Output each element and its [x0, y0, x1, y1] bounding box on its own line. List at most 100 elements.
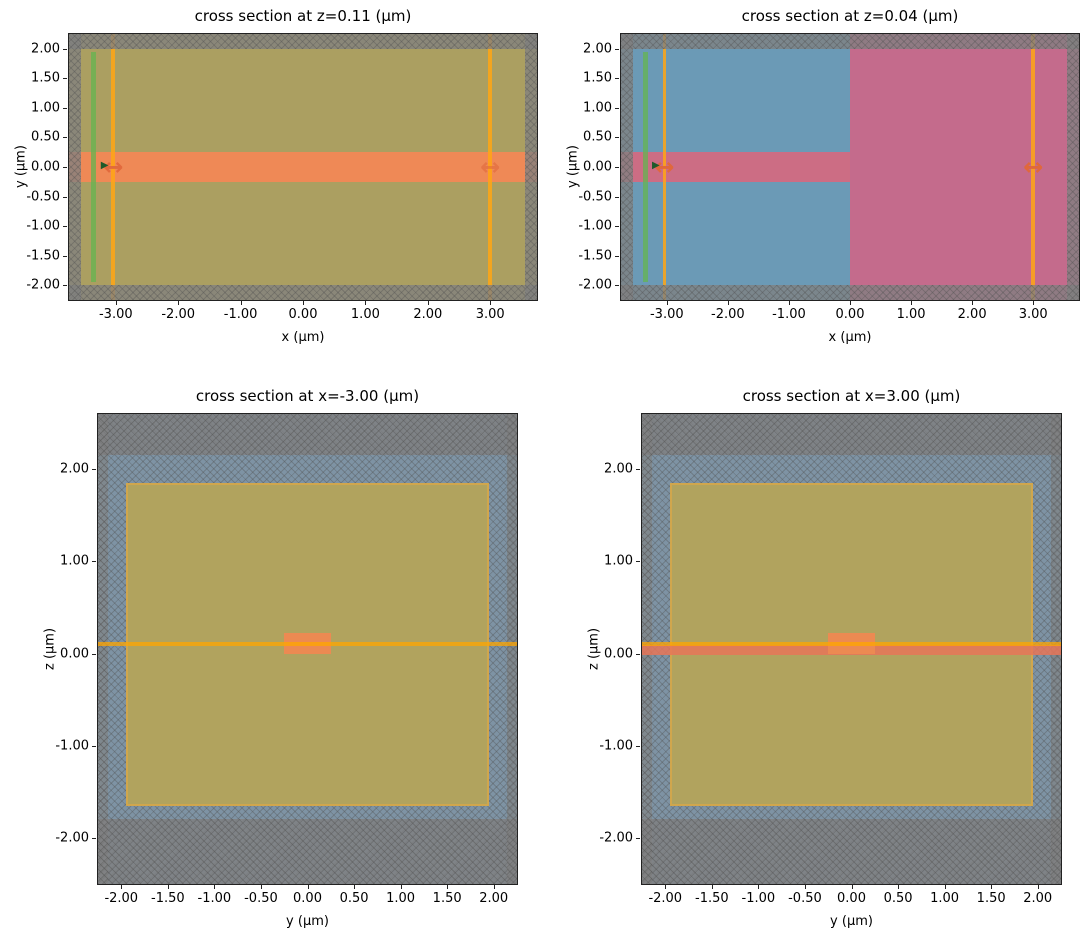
- y-tick-mark: [615, 48, 619, 50]
- pml-left: [69, 34, 82, 300]
- x-tick-mark: [972, 301, 974, 305]
- pml-right: [506, 414, 517, 884]
- y-tick-label: -2.00: [55, 830, 89, 846]
- x-tick-mark: [665, 885, 667, 889]
- x-tick-mark: [944, 885, 946, 889]
- y-tick-mark: [615, 107, 619, 109]
- x-tick-label: 0.50: [883, 891, 913, 906]
- y-axis-label: z (μm): [586, 627, 602, 671]
- y-tick-mark: [636, 653, 640, 655]
- x-tick-mark: [666, 301, 668, 305]
- y-tick-mark: [63, 137, 67, 139]
- x-tick-label: 2.00: [479, 891, 509, 906]
- z-cross-section-line: [98, 641, 517, 646]
- y-tick-mark: [636, 837, 640, 839]
- x-axis-label: x (μm): [828, 330, 872, 345]
- flux-monitor-left: [662, 34, 667, 300]
- x-tick-label: -3.00: [649, 307, 684, 322]
- plot-title: cross section at x=3.00 (μm): [742, 387, 961, 405]
- y-tick-label: 2.00: [583, 41, 612, 57]
- y-tick-label: 1.50: [31, 70, 60, 86]
- y-tick-label: 0.00: [604, 646, 633, 662]
- x-tick-mark: [354, 885, 356, 889]
- x-tick-mark: [365, 301, 367, 305]
- x-tick-mark: [1037, 885, 1039, 889]
- y-tick-mark: [63, 226, 67, 228]
- y-tick-label: -0.50: [578, 189, 612, 205]
- x-tick-label: 2.00: [413, 307, 443, 322]
- x-axis-label: x (μm): [281, 330, 325, 345]
- x-tick-mark: [178, 301, 180, 305]
- plot-area-x-neg3: [97, 413, 518, 885]
- pml-top: [98, 414, 517, 456]
- x-axis-label: y (μm): [830, 914, 873, 929]
- y-tick-label: 1.00: [31, 100, 60, 116]
- x-tick-mark: [400, 885, 402, 889]
- plot-area-z011: ↔ ▶ ↔: [68, 33, 538, 301]
- x-tick-mark: [307, 885, 309, 889]
- pml-right: [1066, 34, 1079, 300]
- x-tick-mark: [850, 301, 851, 305]
- x-tick-mark: [214, 885, 216, 889]
- x-tick-mark: [851, 885, 853, 889]
- y-tick-mark: [636, 745, 640, 747]
- x-tick-label: -2.00: [161, 307, 196, 322]
- x-tick-label: -3.00: [98, 307, 133, 322]
- y-tick-mark: [63, 285, 67, 287]
- subplot-cross-section-x-neg3: cross section at x=-3.00 (μm) y (μm) z (…: [43, 387, 518, 929]
- x-tick-mark: [167, 885, 169, 889]
- x-tick-mark: [1033, 301, 1035, 305]
- pml-right: [524, 34, 537, 300]
- plot-area-z004: ↔ ▶ ↔: [620, 33, 1080, 301]
- x-tick-label: -1.00: [223, 307, 258, 322]
- plot-area-x-pos3: [641, 413, 1062, 885]
- pml-bottom: [621, 285, 1079, 300]
- y-tick-mark: [63, 48, 67, 50]
- x-tick-mark: [240, 301, 242, 305]
- pml-bottom: [98, 819, 517, 884]
- waveguide-core-stripe: [69, 152, 537, 182]
- x-tick-label: -1.00: [197, 891, 232, 906]
- y-tick-mark: [615, 137, 619, 139]
- x-tick-label: 0.50: [339, 891, 369, 906]
- x-tick-mark: [898, 885, 900, 889]
- waveguide-core-stripe: [621, 152, 850, 182]
- pml-bottom: [69, 285, 537, 300]
- pml-top: [69, 34, 537, 49]
- y-tick-label: -0.50: [26, 189, 60, 205]
- x-tick-label: 1.50: [432, 891, 462, 906]
- y-tick-label: -1.00: [55, 738, 89, 754]
- x-tick-mark: [427, 301, 429, 305]
- y-tick-label: -1.00: [578, 218, 612, 234]
- y-tick-mark: [92, 561, 96, 563]
- subplot-cross-section-z004: cross section at z=0.04 (μm) ↔ ▶ ↔ x (μm) …: [566, 7, 1080, 345]
- mode-source-arrow: ↔: [103, 153, 124, 181]
- mode-source-plane: [91, 51, 97, 283]
- y-tick-mark: [615, 78, 619, 80]
- y-tick-label: 0.00: [583, 159, 612, 175]
- x-tick-label: -0.50: [244, 891, 278, 906]
- x-tick-mark: [121, 885, 123, 889]
- x-tick-label: 0.00: [837, 891, 866, 906]
- pml-bottom: [642, 819, 1061, 884]
- y-tick-label: -2.00: [26, 277, 60, 293]
- subplot-cross-section-x-pos3: cross section at x=3.00 (μm) y (μm) z (μ…: [587, 387, 1062, 929]
- x-tick-label: -2.00: [648, 891, 683, 906]
- y-tick-label: 1.00: [583, 100, 612, 116]
- x-tick-label: -0.50: [788, 891, 822, 906]
- x-tick-label: -1.50: [151, 891, 185, 906]
- y-tick-label: 2.00: [31, 41, 60, 57]
- y-tick-mark: [63, 196, 67, 198]
- mode-source-arrow: ↔: [654, 153, 675, 181]
- y-tick-label: 0.50: [583, 129, 612, 145]
- plot-title: cross section at z=0.11 (μm): [194, 7, 412, 25]
- x-tick-mark: [804, 885, 806, 889]
- source-direction-arrow: ▶: [651, 159, 660, 171]
- x-tick-label: -1.00: [741, 891, 776, 906]
- y-tick-label: -1.50: [578, 248, 612, 264]
- monitor-arrow-right: ↔: [1023, 153, 1044, 181]
- x-tick-mark: [711, 885, 713, 889]
- x-tick-label: 0.00: [835, 307, 865, 322]
- y-tick-mark: [63, 78, 67, 80]
- subplot-cross-section-z011: cross section at z=0.11 (μm) ↔ ▶ ↔ x (μm) …: [14, 7, 538, 345]
